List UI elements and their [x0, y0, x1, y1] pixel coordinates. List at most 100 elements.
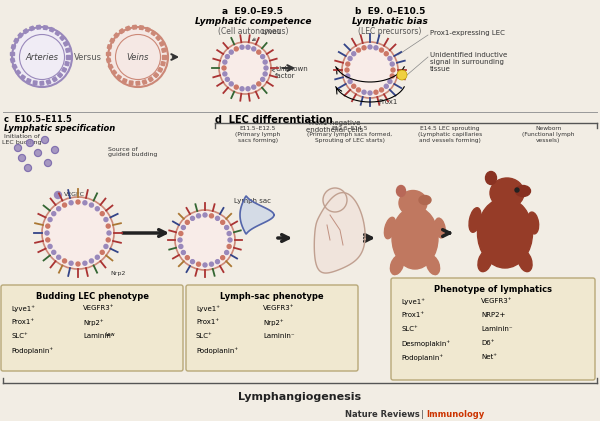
- Text: Low: Low: [106, 332, 115, 337]
- Bar: [37, 25, 41, 29]
- Circle shape: [209, 214, 214, 218]
- Circle shape: [346, 74, 350, 78]
- Ellipse shape: [392, 207, 438, 269]
- Text: Phenotype of lymphatics: Phenotype of lymphatics: [434, 285, 552, 294]
- Text: E11.5–E12.5
(Primary lymph
sacs forming): E11.5–E12.5 (Primary lymph sacs forming): [235, 126, 281, 144]
- Text: Podoplanin⁺: Podoplanin⁺: [196, 347, 238, 354]
- Bar: [43, 26, 47, 29]
- Text: |: |: [421, 410, 424, 419]
- Text: Unidentified inductive
signal in surrounding
tissue: Unidentified inductive signal in surroun…: [430, 52, 507, 72]
- Circle shape: [260, 55, 265, 59]
- Bar: [107, 45, 112, 49]
- Circle shape: [380, 48, 383, 52]
- Bar: [10, 58, 15, 62]
- Circle shape: [352, 84, 356, 88]
- Circle shape: [41, 136, 49, 144]
- Text: Laminin⁻: Laminin⁻: [481, 326, 512, 332]
- Circle shape: [240, 45, 244, 49]
- Ellipse shape: [518, 250, 532, 272]
- FancyBboxPatch shape: [391, 278, 595, 380]
- Circle shape: [368, 45, 372, 49]
- Bar: [50, 27, 54, 32]
- Circle shape: [48, 245, 52, 248]
- Circle shape: [42, 197, 114, 269]
- Bar: [11, 45, 16, 49]
- Text: b  E9. 0–E10.5: b E9. 0–E10.5: [355, 7, 425, 16]
- Circle shape: [179, 232, 183, 235]
- Bar: [108, 64, 113, 69]
- Circle shape: [44, 160, 52, 166]
- Circle shape: [14, 144, 22, 152]
- Text: Prox1-expressing LEC: Prox1-expressing LEC: [430, 30, 505, 36]
- Circle shape: [226, 55, 229, 59]
- Text: Immunology: Immunology: [426, 410, 484, 419]
- Circle shape: [46, 224, 50, 228]
- Circle shape: [56, 207, 61, 211]
- Circle shape: [52, 250, 56, 254]
- Text: VEGFR3⁺: VEGFR3⁺: [83, 305, 115, 311]
- Bar: [26, 79, 31, 83]
- Circle shape: [215, 260, 220, 264]
- Polygon shape: [314, 193, 365, 273]
- Circle shape: [203, 263, 207, 267]
- Bar: [122, 79, 127, 83]
- Bar: [146, 27, 150, 32]
- Bar: [55, 31, 60, 36]
- Text: E12.5–E14.5
(Primary lymph sacs formed,
Sprouting of LEC starts): E12.5–E14.5 (Primary lymph sacs formed, …: [307, 126, 392, 144]
- Bar: [65, 61, 69, 66]
- Bar: [14, 38, 19, 43]
- Text: Lymphatic competence: Lymphatic competence: [195, 17, 311, 26]
- Text: (Cell autonomous): (Cell autonomous): [218, 27, 288, 36]
- Circle shape: [56, 255, 61, 259]
- Circle shape: [191, 216, 194, 220]
- Bar: [16, 70, 20, 75]
- Circle shape: [203, 213, 207, 217]
- Circle shape: [229, 50, 233, 54]
- Bar: [106, 58, 111, 62]
- Bar: [125, 26, 130, 31]
- Bar: [156, 35, 161, 40]
- Text: Desmoplakin⁺: Desmoplakin⁺: [401, 340, 450, 347]
- Circle shape: [104, 218, 108, 221]
- Bar: [129, 81, 133, 85]
- Circle shape: [229, 82, 233, 86]
- Text: Nrp2⁺: Nrp2⁺: [263, 319, 284, 326]
- Circle shape: [106, 238, 110, 242]
- Circle shape: [224, 226, 229, 229]
- Text: Lymphatic specification: Lymphatic specification: [4, 124, 115, 133]
- Circle shape: [384, 52, 388, 56]
- Text: D6⁺: D6⁺: [481, 340, 494, 346]
- Text: (LEC precursors): (LEC precursors): [358, 27, 422, 36]
- Bar: [136, 81, 140, 85]
- Ellipse shape: [391, 256, 404, 274]
- Text: Source of
guided budding: Source of guided budding: [108, 147, 157, 157]
- Circle shape: [215, 216, 220, 220]
- Text: Budding LEC phenotype: Budding LEC phenotype: [35, 292, 149, 301]
- Circle shape: [178, 238, 182, 242]
- Bar: [142, 80, 147, 84]
- Circle shape: [45, 231, 49, 235]
- Text: SLC⁺: SLC⁺: [401, 326, 418, 332]
- Circle shape: [219, 42, 271, 94]
- Circle shape: [100, 250, 104, 254]
- Circle shape: [221, 220, 224, 224]
- Bar: [151, 31, 156, 36]
- Circle shape: [35, 149, 41, 157]
- Bar: [66, 48, 70, 52]
- Circle shape: [95, 255, 100, 259]
- Circle shape: [89, 259, 94, 263]
- Bar: [110, 38, 115, 43]
- Text: Nrp2: Nrp2: [110, 271, 125, 275]
- Circle shape: [246, 87, 250, 91]
- Circle shape: [234, 47, 238, 51]
- Circle shape: [223, 72, 227, 76]
- Bar: [10, 52, 14, 55]
- Ellipse shape: [385, 217, 395, 239]
- Circle shape: [52, 147, 59, 154]
- Text: VEGFR3⁺: VEGFR3⁺: [263, 305, 295, 311]
- Bar: [46, 80, 51, 84]
- Circle shape: [69, 201, 73, 205]
- Bar: [58, 73, 62, 77]
- Circle shape: [175, 210, 235, 270]
- Circle shape: [106, 224, 110, 228]
